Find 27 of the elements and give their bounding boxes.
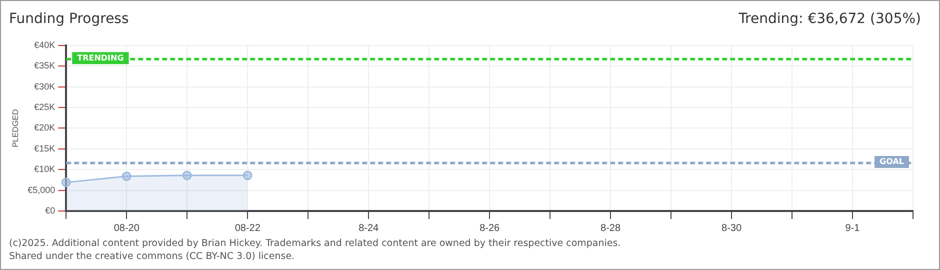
text: Shared under the creative commons (CC BY-NC 3.0) license. [9,250,296,263]
ref-line-label: TRENDING [77,53,124,62]
chart-title: Funding Progress [9,11,129,27]
x-tick-label: 8-24 [358,222,380,234]
y-tick-label: €10K [34,164,56,174]
y-tick-label: €40K [34,40,56,50]
x-tick-label: 8-30 [722,222,742,234]
y-tick-label: €15K [34,143,56,154]
y-tick-label: €35K [34,60,56,71]
point [242,170,252,180]
y-tick-label: €30K [34,81,56,92]
x-tick-label: 08-22 [234,222,261,234]
x-tick-label: 8-28 [600,222,621,234]
point [182,170,192,180]
point [61,178,71,188]
x-tick-label: 08-20 [114,222,140,234]
y-axis-title: PLEDGED [11,108,20,148]
x-tick-label: 9-1 [845,222,860,234]
chart-subtitle: Trending: €36,672 (305%) [738,11,921,27]
y-tick-label: €20K [34,122,56,133]
y-tick-label: €5,000 [28,184,56,195]
x-tick-label: 8-26 [480,222,500,234]
y-tick-label: €0 [45,205,56,216]
text: (c)2025. Additional content provided by Brian Hickey. Trademarks and related content are owned by their respective companies. [9,237,621,250]
point [122,171,132,181]
y-tick-label: €25K [34,102,56,112]
ref-line-label: GOAL [880,157,904,166]
